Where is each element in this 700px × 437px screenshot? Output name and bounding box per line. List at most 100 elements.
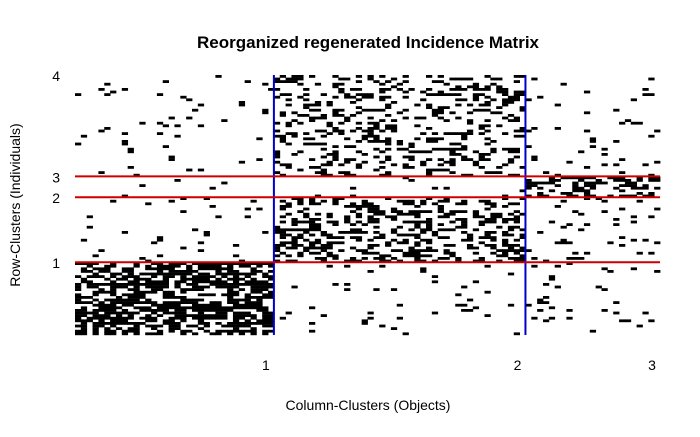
matrix-cell (496, 77, 503, 81)
matrix-cell (385, 197, 392, 200)
matrix-cell (215, 215, 222, 219)
matrix-cell (402, 212, 409, 216)
matrix-cell (291, 244, 298, 247)
matrix-cell (127, 327, 134, 330)
matrix-cell (344, 231, 351, 234)
matrix-cell (262, 332, 269, 336)
matrix-cell (437, 90, 444, 94)
matrix-cell (367, 116, 374, 120)
matrix-cell (332, 236, 339, 239)
matrix-cell (309, 233, 316, 237)
matrix-cell (279, 173, 286, 177)
matrix-cell (303, 215, 310, 219)
matrix-cell (355, 249, 363, 252)
matrix-cell (309, 218, 316, 221)
matrix-cell (490, 111, 497, 115)
matrix-cell (642, 184, 649, 187)
matrix-cell (431, 137, 439, 141)
matrix-cell (513, 119, 520, 122)
matrix-cell (420, 202, 427, 206)
matrix-cell (414, 116, 421, 120)
matrix-cell (379, 236, 386, 239)
matrix-cell (104, 322, 111, 325)
matrix-cell (110, 316, 117, 320)
matrix-cell (303, 88, 310, 91)
matrix-cell (156, 329, 164, 333)
matrix-cell (92, 322, 99, 325)
matrix-cell (478, 108, 485, 112)
matrix-cell (589, 181, 597, 185)
matrix-cell (484, 124, 491, 128)
matrix-cell (332, 283, 339, 286)
matrix-cells (75, 75, 661, 336)
matrix-cell (379, 233, 386, 237)
matrix-cell (127, 303, 134, 307)
matrix-cell (361, 108, 368, 112)
matrix-cell (478, 257, 485, 260)
matrix-cell (151, 290, 158, 294)
cluster-separators (75, 75, 660, 335)
matrix-cell (367, 205, 374, 208)
matrix-cell (92, 267, 99, 271)
matrix-cell (110, 262, 117, 265)
matrix-cell (414, 257, 421, 260)
matrix-cell (268, 322, 275, 325)
matrix-cell (513, 215, 520, 219)
matrix-cell (279, 111, 286, 115)
matrix-cell (507, 212, 515, 216)
matrix-cell (156, 238, 164, 242)
matrix-cell (396, 82, 403, 86)
matrix-cell (619, 189, 626, 193)
matrix-cell (291, 197, 298, 200)
matrix-cell (408, 158, 415, 161)
matrix-cell (648, 251, 655, 255)
matrix-cell (437, 108, 444, 112)
matrix-cell (309, 108, 316, 112)
matrix-cell (502, 197, 509, 200)
matrix-cell (484, 290, 491, 294)
matrix-cell (262, 306, 269, 310)
matrix-cell (227, 264, 234, 268)
matrix-cell (426, 103, 433, 107)
matrix-cell (490, 215, 497, 219)
matrix-cell (601, 153, 608, 156)
matrix-cell (531, 158, 538, 161)
matrix-cell (238, 277, 246, 281)
matrix-cell (332, 202, 339, 206)
matrix-cell (344, 116, 351, 120)
matrix-cell (285, 205, 292, 208)
matrix-cell (238, 298, 246, 302)
matrix-cell (619, 319, 626, 323)
matrix-cell (121, 140, 129, 143)
matrix-cell (338, 90, 345, 94)
matrix-cell (443, 228, 450, 232)
matrix-cell (151, 288, 158, 291)
matrix-cell (80, 327, 88, 330)
matrix-cell (197, 241, 205, 245)
matrix-cell (291, 246, 298, 250)
matrix-cell (367, 77, 374, 81)
matrix-cell (250, 199, 257, 203)
matrix-cell (168, 199, 175, 203)
matrix-cell (203, 277, 210, 281)
matrix-cell (209, 303, 216, 307)
matrix-cell (168, 290, 175, 294)
matrix-cell (86, 285, 93, 289)
matrix-cell (244, 275, 251, 278)
matrix-cell (297, 77, 304, 81)
matrix-cell (273, 134, 281, 138)
matrix-cell (268, 316, 275, 320)
matrix-cell (507, 147, 515, 151)
matrix-cell (630, 121, 637, 125)
matrix-cell (86, 270, 93, 273)
matrix-cell (560, 225, 567, 229)
matrix-cell (654, 207, 661, 211)
matrix-cell (338, 82, 345, 86)
matrix-cell (548, 189, 556, 193)
matrix-cell (455, 93, 462, 96)
matrix-cell (168, 155, 175, 159)
matrix-cell (256, 322, 263, 325)
matrix-cell (332, 82, 339, 86)
matrix-cell (472, 251, 480, 255)
matrix-cell (121, 332, 129, 336)
